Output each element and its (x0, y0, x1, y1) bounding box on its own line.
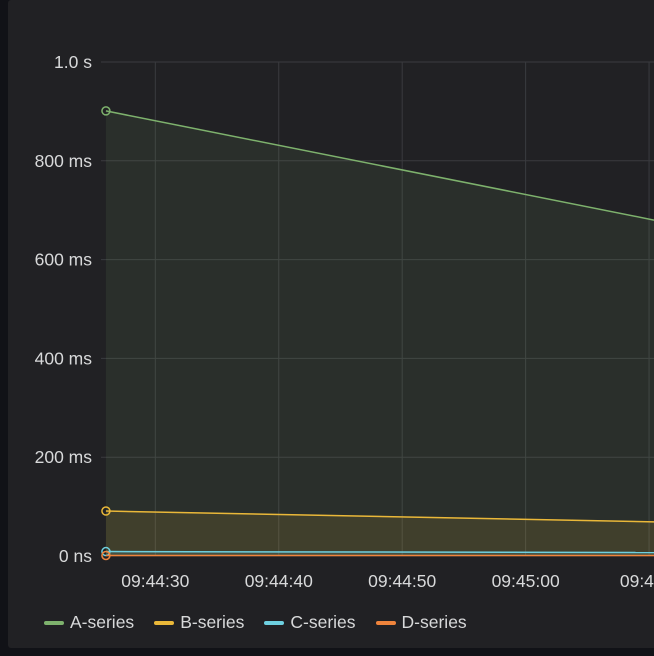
y-tick-label: 600 ms (35, 250, 93, 270)
legend-swatch (264, 620, 285, 625)
a-series-point[interactable] (101, 106, 111, 116)
a-series-area (105, 110, 654, 556)
legend-label: D-series (401, 612, 467, 632)
legend-item-d-series[interactable]: D-series (375, 612, 467, 633)
legend: A-series B-series C-series D-series (44, 612, 467, 633)
b-series-area (105, 511, 654, 556)
legend-item-b-series[interactable]: B-series (154, 612, 244, 633)
series-lines (101, 106, 654, 561)
b-series-point[interactable] (101, 506, 111, 516)
x-tick-label: 09:45:00 (492, 571, 560, 591)
y-tick-label: 200 ms (35, 447, 93, 467)
legend-swatch (375, 620, 396, 625)
x-tick-label: 09:44:50 (368, 571, 436, 591)
legend-label: C-series (290, 612, 356, 632)
legend-item-a-series[interactable]: A-series (44, 612, 134, 633)
x-tick-label: 09:45:1 (620, 571, 654, 591)
a-series-line[interactable] (105, 110, 654, 221)
graph-panel (8, 0, 654, 648)
y-axis: 0 ns 200 ms 400 ms 600 ms 800 ms 1.0 s (35, 52, 93, 566)
legend-swatch (44, 620, 64, 625)
legend-swatch (154, 620, 175, 625)
grid-lines (101, 61, 654, 557)
legend-item-c-series[interactable]: C-series (264, 612, 356, 633)
d-series-point[interactable] (101, 550, 111, 561)
series-fills (105, 110, 654, 556)
legend-label: A-series (70, 612, 135, 632)
y-tick-label: 0 ns (59, 546, 92, 566)
c-series-line[interactable] (105, 550, 654, 554)
b-series-line[interactable] (105, 510, 654, 523)
y-tick-label: 1.0 s (54, 52, 92, 72)
legend-label: B-series (180, 612, 245, 632)
y-tick-label: 400 ms (35, 348, 93, 368)
x-axis: 09:44:30 09:44:40 09:44:50 09:45:00 09:45:1 (121, 571, 654, 591)
x-tick-label: 09:44:30 (121, 571, 189, 591)
y-tick-label: 800 ms (35, 151, 93, 171)
x-tick-label: 09:44:40 (245, 571, 313, 591)
